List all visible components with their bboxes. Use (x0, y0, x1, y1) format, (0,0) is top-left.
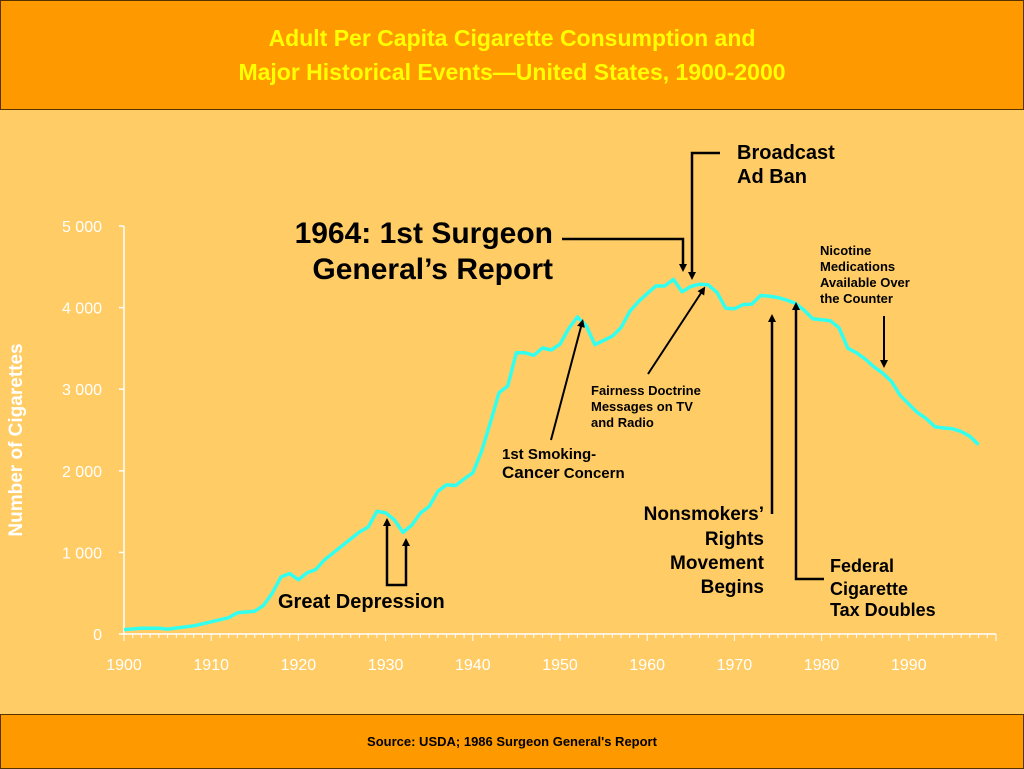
chart-series (123, 277, 980, 632)
annotation-nicotine-line-3: Available Over (820, 275, 910, 290)
annotation-fairness-line-2: Messages on TV (591, 399, 693, 414)
annotation-broadcast-ban-arrow (688, 151, 720, 280)
annotation-depression-arrow-right (396, 538, 410, 587)
annotation-nicotine-line-4: the Counter (820, 291, 893, 306)
source-note: Source: USDA; 1986 Surgeon General's Rep… (367, 734, 657, 749)
chart-title-line-2: Major Historical Events—United States, 1… (238, 59, 786, 85)
title-banner: Adult Per Capita Cigarette Consumption a… (0, 0, 1024, 110)
x-tick-label: 1940 (455, 657, 491, 674)
chart-title-line-1: Adult Per Capita Cigarette Consumption a… (268, 25, 756, 51)
x-tick-label: 1920 (281, 657, 317, 674)
x-tick-label: 1990 (891, 657, 927, 674)
annotation-nicotine-line-2: Medications (820, 259, 895, 274)
y-tick-label: 1 000 (62, 545, 102, 562)
x-tick-label: 1970 (717, 657, 753, 674)
annotation-broadcast-ban-line-2: Ad Ban (737, 166, 807, 188)
y-tick-label: 5 000 (62, 219, 102, 236)
annotation-smoking-cancer-word: Cancer (502, 463, 560, 482)
annotation-smoking-cancer-arrow (550, 319, 585, 441)
source-banner: Source: USDA; 1986 Surgeon General's Rep… (0, 714, 1024, 769)
y-tick-label: 4 000 (62, 301, 102, 318)
annotation-nicotine-line-1: Nicotine (820, 243, 871, 258)
annotation-fairness: Fairness Doctrine Messages on TV and Rad… (591, 286, 706, 430)
x-tick-label: 1960 (629, 657, 665, 674)
x-tick-label: 1950 (542, 657, 578, 674)
annotation-tax-arrow (792, 302, 824, 581)
annotation-surgeon-general-line-2: General’s Report (312, 253, 553, 286)
annotation-broadcast-ban: Broadcast Ad Ban (688, 142, 835, 280)
annotation-nonsmokers-line-2: Rights (705, 529, 764, 550)
y-tick-label: 0 (93, 627, 102, 644)
annotation-nonsmokers: Nonsmokers’ Rights Movement Begins (644, 314, 776, 598)
annotation-tax-line-1: Federal (830, 556, 894, 576)
x-tick-label: 1980 (804, 657, 840, 674)
annotation-smoking-cancer-line-1: 1st Smoking- (502, 446, 596, 463)
x-tick-label: 1910 (193, 657, 229, 674)
consumption-line (123, 277, 980, 632)
annotation-surgeon-general-arrow (562, 237, 687, 272)
annotation-fairness-line-3: and Radio (591, 415, 654, 430)
y-axis-label: Number of Cigarettes (6, 343, 27, 536)
annotation-tax: Federal Cigarette Tax Doubles (792, 302, 936, 620)
annotation-depression: Great Depression (278, 518, 445, 613)
annotation-smoking-cancer: 1st Smoking- Cancer Concern (502, 319, 625, 482)
annotation-depression-arrow-left (383, 518, 396, 587)
annotation-broadcast-ban-line-1: Broadcast (737, 142, 835, 164)
annotation-nicotine: Nicotine Medications Available Over the … (820, 243, 910, 368)
x-tick-label: 1900 (106, 657, 142, 674)
annotation-fairness-line-1: Fairness Doctrine (591, 383, 701, 398)
annotation-smoking-cancer-line-2: Cancer Concern (502, 463, 625, 482)
annotation-nonsmokers-line-4: Begins (701, 577, 764, 598)
chart-axes: 0 1 000 2 000 3 000 4 000 5 000 1900 1910 1920 19… (62, 219, 997, 674)
x-tick-label: 1930 (368, 657, 404, 674)
annotation-surgeon-general: 1964: 1st Surgeon General’s Report (295, 217, 687, 286)
annotation-nonsmokers-line-3: Movement (670, 553, 765, 574)
annotation-surgeon-general-line-1: 1964: 1st Surgeon (295, 217, 553, 250)
annotation-tax-line-2: Cigarette (830, 579, 908, 599)
annotation-fairness-arrow (647, 286, 706, 375)
annotation-smoking-cancer-rest: Concern (560, 465, 625, 482)
annotation-tax-line-3: Tax Doubles (830, 600, 936, 620)
annotation-depression-label: Great Depression (278, 591, 445, 613)
y-tick-label: 2 000 (62, 464, 102, 481)
y-tick-label: 3 000 (62, 382, 102, 399)
annotation-nonsmokers-line-1: Nonsmokers’ (644, 504, 764, 525)
